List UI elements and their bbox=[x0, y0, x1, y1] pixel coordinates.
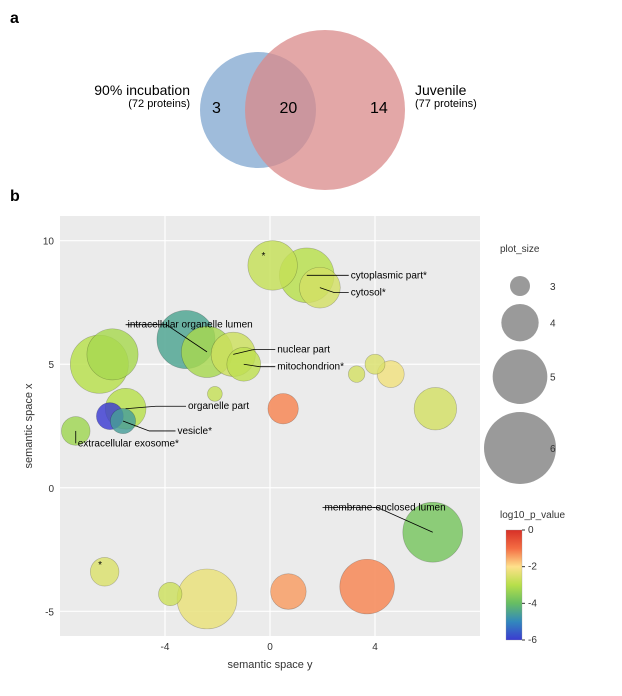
svg-text:5: 5 bbox=[48, 360, 54, 371]
bubble-chart: -4 0 4 -5 0 5 10 vesicle* organelle part extracel… bbox=[10, 206, 610, 686]
venn-right-only: 14 bbox=[370, 100, 388, 118]
svg-text:cytosol*: cytosol* bbox=[351, 288, 386, 299]
svg-text:*: * bbox=[98, 560, 102, 571]
venn-right-sub: (77 proteins) bbox=[415, 98, 555, 110]
venn-left-only: 3 bbox=[212, 100, 221, 118]
svg-text:4: 4 bbox=[372, 642, 378, 653]
svg-text:semantic space x: semantic space x bbox=[23, 383, 35, 468]
svg-text:intracellular organelle lumen: intracellular organelle lumen bbox=[128, 320, 253, 331]
svg-text:vesicle*: vesicle* bbox=[178, 426, 213, 437]
svg-text:membrane-enclosed lumen: membrane-enclosed lumen bbox=[325, 503, 446, 514]
panel-b-label: b bbox=[10, 188, 20, 205]
svg-text:nuclear part: nuclear part bbox=[277, 344, 330, 355]
svg-text:-6: -6 bbox=[528, 635, 537, 646]
svg-text:-4: -4 bbox=[161, 642, 170, 653]
svg-text:plot_size: plot_size bbox=[500, 244, 540, 255]
svg-text:4: 4 bbox=[550, 319, 556, 330]
venn-right-label: Juvenile (77 proteins) bbox=[415, 83, 555, 110]
venn-diagram: 90% incubation (72 proteins) Juvenile (7… bbox=[10, 28, 610, 188]
svg-text:0: 0 bbox=[267, 642, 273, 653]
svg-text:*: * bbox=[261, 251, 265, 262]
svg-text:log10_p_value: log10_p_value bbox=[500, 510, 565, 521]
svg-text:-2: -2 bbox=[528, 562, 537, 573]
panel-a-label: a bbox=[10, 10, 19, 27]
venn-right-title: Juvenile bbox=[415, 82, 466, 98]
venn-intersection: 20 bbox=[280, 100, 298, 118]
svg-text:organelle part: organelle part bbox=[188, 401, 249, 412]
svg-text:3: 3 bbox=[550, 282, 556, 293]
svg-text:-5: -5 bbox=[45, 607, 54, 618]
svg-text:mitochondrion*: mitochondrion* bbox=[277, 362, 344, 373]
svg-text:10: 10 bbox=[43, 237, 55, 248]
svg-text:5: 5 bbox=[550, 373, 556, 384]
svg-text:0: 0 bbox=[48, 484, 54, 495]
svg-text:semantic space y: semantic space y bbox=[228, 659, 313, 671]
svg-text:0: 0 bbox=[528, 525, 534, 536]
svg-text:extracellular exosome*: extracellular exosome* bbox=[78, 438, 179, 449]
svg-text:-4: -4 bbox=[528, 598, 537, 609]
venn-left-label: 90% incubation (72 proteins) bbox=[50, 83, 190, 110]
venn-left-sub: (72 proteins) bbox=[50, 98, 190, 110]
svg-text:cytoplasmic part*: cytoplasmic part* bbox=[351, 270, 427, 281]
svg-text:6: 6 bbox=[550, 444, 556, 455]
venn-left-title: 90% incubation bbox=[94, 82, 190, 98]
